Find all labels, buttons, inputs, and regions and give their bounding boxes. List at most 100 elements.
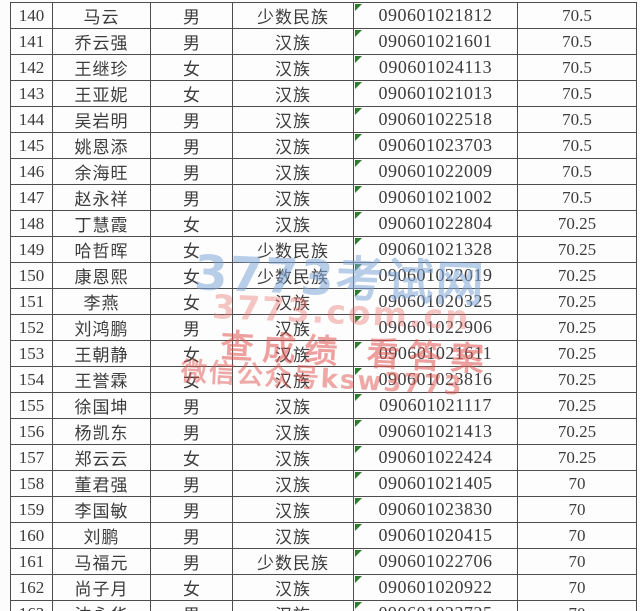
cell-name[interactable]: 赵永祥 bbox=[52, 184, 151, 211]
cell-score[interactable]: 70.5 bbox=[517, 132, 637, 159]
cell-exam-id[interactable]: 090601022706 bbox=[353, 548, 518, 575]
cell-gender[interactable]: 男 bbox=[150, 548, 233, 575]
cell-score[interactable]: 70.25 bbox=[517, 262, 637, 289]
cell-exam-id[interactable]: 090601021413 bbox=[353, 418, 518, 445]
cell-ethnicity[interactable]: 少数民族 bbox=[232, 236, 354, 263]
cell-gender[interactable]: 男 bbox=[150, 600, 233, 611]
cell-exam-id[interactable]: 090601021601 bbox=[353, 28, 518, 55]
cell-exam-id[interactable]: 090601023725 bbox=[353, 600, 518, 611]
cell-gender[interactable]: 男 bbox=[150, 106, 233, 133]
cell-name[interactable]: 董君强 bbox=[52, 470, 151, 497]
cell-rank-number[interactable]: 147 bbox=[10, 184, 53, 211]
cell-rank-number[interactable]: 156 bbox=[10, 418, 53, 445]
cell-rank-number[interactable]: 152 bbox=[10, 314, 53, 341]
cell-gender[interactable]: 男 bbox=[150, 314, 233, 341]
cell-score[interactable]: 70.5 bbox=[517, 28, 637, 55]
cell-exam-id[interactable]: 090601021013 bbox=[353, 80, 518, 107]
cell-rank-number[interactable]: 148 bbox=[10, 210, 53, 237]
cell-name[interactable]: 王亚妮 bbox=[52, 80, 151, 107]
cell-rank-number[interactable]: 149 bbox=[10, 236, 53, 263]
cell-score[interactable]: 70 bbox=[517, 496, 637, 523]
cell-name[interactable]: 吴岩明 bbox=[52, 106, 151, 133]
cell-score[interactable]: 70 bbox=[517, 548, 637, 575]
cell-gender[interactable]: 女 bbox=[150, 574, 233, 601]
cell-rank-number[interactable]: 154 bbox=[10, 366, 53, 393]
cell-ethnicity[interactable]: 少数民族 bbox=[232, 2, 354, 29]
cell-ethnicity[interactable]: 汉族 bbox=[232, 366, 354, 393]
cell-rank-number[interactable]: 145 bbox=[10, 132, 53, 159]
cell-rank-number[interactable]: 146 bbox=[10, 158, 53, 185]
cell-rank-number[interactable]: 141 bbox=[10, 28, 53, 55]
cell-exam-id[interactable]: 090601020922 bbox=[353, 574, 518, 601]
cell-gender[interactable]: 男 bbox=[150, 496, 233, 523]
cell-exam-id[interactable]: 090601021611 bbox=[353, 340, 518, 367]
cell-rank-number[interactable]: 161 bbox=[10, 548, 53, 575]
cell-ethnicity[interactable]: 汉族 bbox=[232, 184, 354, 211]
cell-rank-number[interactable]: 144 bbox=[10, 106, 53, 133]
cell-ethnicity[interactable]: 汉族 bbox=[232, 574, 354, 601]
cell-name[interactable]: 马福元 bbox=[52, 548, 151, 575]
cell-rank-number[interactable]: 158 bbox=[10, 470, 53, 497]
cell-score[interactable]: 70.25 bbox=[517, 314, 637, 341]
cell-score[interactable]: 70.5 bbox=[517, 2, 637, 29]
cell-exam-id[interactable]: 090601020415 bbox=[353, 522, 518, 549]
cell-ethnicity[interactable]: 汉族 bbox=[232, 106, 354, 133]
cell-exam-id[interactable]: 090601021812 bbox=[353, 2, 518, 29]
cell-exam-id[interactable]: 090601020325 bbox=[353, 288, 518, 315]
cell-ethnicity[interactable]: 汉族 bbox=[232, 444, 354, 471]
cell-name[interactable]: 姚恩添 bbox=[52, 132, 151, 159]
cell-name[interactable]: 乔云强 bbox=[52, 28, 151, 55]
cell-score[interactable]: 70.25 bbox=[517, 392, 637, 419]
cell-name[interactable]: 王朝静 bbox=[52, 340, 151, 367]
cell-gender[interactable]: 男 bbox=[150, 470, 233, 497]
cell-score[interactable]: 70.25 bbox=[517, 444, 637, 471]
cell-exam-id[interactable]: 090601022019 bbox=[353, 262, 518, 289]
cell-gender[interactable]: 女 bbox=[150, 54, 233, 81]
cell-ethnicity[interactable]: 汉族 bbox=[232, 132, 354, 159]
cell-exam-id[interactable]: 090601024113 bbox=[353, 54, 518, 81]
cell-score[interactable]: 70.25 bbox=[517, 210, 637, 237]
cell-score[interactable]: 70.25 bbox=[517, 366, 637, 393]
cell-rank-number[interactable]: 155 bbox=[10, 392, 53, 419]
cell-rank-number[interactable]: 160 bbox=[10, 522, 53, 549]
cell-rank-number[interactable]: 143 bbox=[10, 80, 53, 107]
cell-score[interactable]: 70.5 bbox=[517, 158, 637, 185]
cell-gender[interactable]: 女 bbox=[150, 80, 233, 107]
cell-name[interactable]: 徐国坤 bbox=[52, 392, 151, 419]
cell-name[interactable]: 王继珍 bbox=[52, 54, 151, 81]
cell-gender[interactable]: 女 bbox=[150, 262, 233, 289]
cell-ethnicity[interactable]: 汉族 bbox=[232, 522, 354, 549]
cell-ethnicity[interactable]: 汉族 bbox=[232, 340, 354, 367]
cell-ethnicity[interactable]: 汉族 bbox=[232, 210, 354, 237]
cell-score[interactable]: 70.25 bbox=[517, 340, 637, 367]
cell-gender[interactable]: 女 bbox=[150, 444, 233, 471]
cell-name[interactable]: 沈永华 bbox=[52, 600, 151, 611]
cell-score[interactable]: 70.5 bbox=[517, 54, 637, 81]
cell-score[interactable]: 70.5 bbox=[517, 184, 637, 211]
cell-gender[interactable]: 男 bbox=[150, 158, 233, 185]
cell-score[interactable]: 70.5 bbox=[517, 106, 637, 133]
cell-exam-id[interactable]: 090601022906 bbox=[353, 314, 518, 341]
cell-name[interactable]: 郑云云 bbox=[52, 444, 151, 471]
cell-ethnicity[interactable]: 汉族 bbox=[232, 392, 354, 419]
cell-ethnicity[interactable]: 汉族 bbox=[232, 418, 354, 445]
cell-rank-number[interactable]: 142 bbox=[10, 54, 53, 81]
cell-rank-number[interactable]: 163 bbox=[10, 600, 53, 611]
cell-name[interactable]: 杨凯东 bbox=[52, 418, 151, 445]
cell-ethnicity[interactable]: 汉族 bbox=[232, 470, 354, 497]
cell-name[interactable]: 哈哲晖 bbox=[52, 236, 151, 263]
cell-ethnicity[interactable]: 汉族 bbox=[232, 288, 354, 315]
cell-rank-number[interactable]: 153 bbox=[10, 340, 53, 367]
cell-gender[interactable]: 女 bbox=[150, 236, 233, 263]
cell-score[interactable]: 70 bbox=[517, 470, 637, 497]
cell-name[interactable]: 王誉霖 bbox=[52, 366, 151, 393]
cell-gender[interactable]: 男 bbox=[150, 418, 233, 445]
cell-exam-id[interactable]: 090601023703 bbox=[353, 132, 518, 159]
cell-score[interactable]: 70 bbox=[517, 574, 637, 601]
cell-exam-id[interactable]: 090601022804 bbox=[353, 210, 518, 237]
cell-rank-number[interactable]: 151 bbox=[10, 288, 53, 315]
cell-rank-number[interactable]: 150 bbox=[10, 262, 53, 289]
cell-score[interactable]: 70.5 bbox=[517, 80, 637, 107]
cell-gender[interactable]: 女 bbox=[150, 366, 233, 393]
cell-ethnicity[interactable]: 汉族 bbox=[232, 54, 354, 81]
